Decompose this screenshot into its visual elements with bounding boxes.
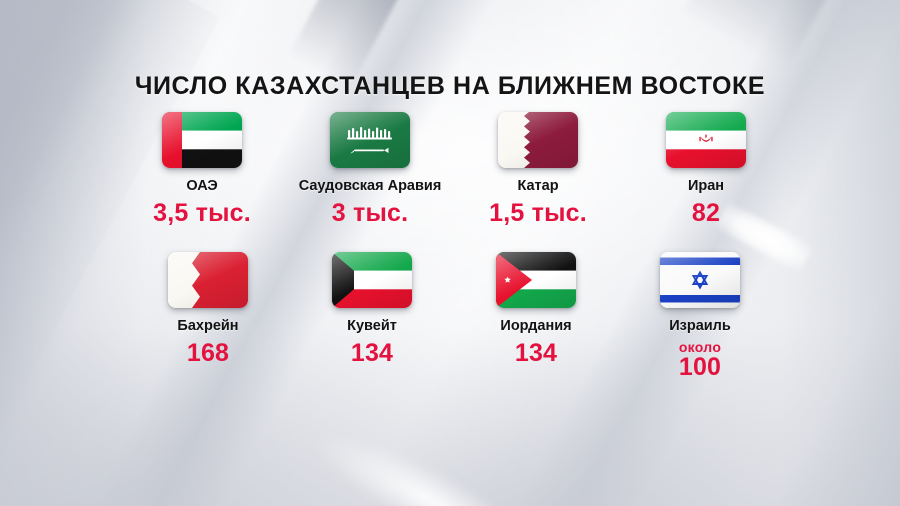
country-value: 134 bbox=[515, 340, 557, 366]
qatar-flag-icon bbox=[498, 112, 578, 168]
iran-flag-icon bbox=[666, 112, 746, 168]
country-value-number: 134 bbox=[514, 339, 558, 368]
country-grid: ОАЭ 3,5 тыс. bbox=[122, 112, 786, 380]
country-value-number: 3,5 тыс. bbox=[153, 199, 251, 227]
country-value: 82 bbox=[692, 200, 720, 226]
country-name: Бахрейн bbox=[177, 318, 239, 335]
country-value: 168 bbox=[187, 340, 229, 366]
country-value: 1,5 тыс. bbox=[489, 200, 587, 226]
country-card-jordan: Иордания 134 bbox=[456, 252, 616, 380]
kuwait-flag-icon bbox=[332, 252, 412, 309]
country-card-iran: Иран 82 bbox=[626, 112, 786, 226]
country-value-number: 82 bbox=[691, 199, 721, 227]
country-card-qatar: Катар 1,5 тыс. bbox=[458, 112, 618, 226]
country-row-2: Бахрейн 168 bbox=[122, 252, 786, 380]
country-row-1: ОАЭ 3,5 тыс. bbox=[122, 112, 786, 226]
country-name: Саудовская Аравия bbox=[298, 178, 442, 194]
country-value-number: 168 bbox=[186, 339, 230, 368]
country-card-uae: ОАЭ 3,5 тыс. bbox=[122, 112, 282, 226]
country-value-number: 3 тыс. bbox=[331, 199, 409, 227]
country-name: Израиль bbox=[669, 318, 731, 335]
country-card-saudi-arabia: Саудовская Аравия 3 тыс. bbox=[290, 112, 450, 226]
country-card-kuwait: Кувейт 134 bbox=[292, 252, 452, 380]
israel-flag-icon bbox=[660, 252, 740, 309]
country-name: Кувейт bbox=[347, 318, 397, 335]
country-name: Катар bbox=[517, 178, 559, 194]
country-name: ОАЭ bbox=[186, 178, 218, 194]
country-name: Иран bbox=[687, 178, 725, 194]
country-card-bahrain: Бахрейн 168 bbox=[128, 252, 288, 380]
country-value-number: 1,5 тыс. bbox=[489, 199, 587, 227]
saudi-arabia-flag-icon bbox=[330, 112, 410, 168]
country-value-approx-label: около bbox=[678, 339, 722, 356]
country-value: 3 тыс. bbox=[332, 200, 409, 226]
country-value: 3,5 тыс. bbox=[153, 200, 251, 226]
country-value-number: 100 bbox=[678, 352, 722, 381]
country-card-israel: Израиль около 100 bbox=[620, 252, 780, 380]
country-name: Иордания bbox=[500, 318, 572, 335]
uae-flag-icon bbox=[162, 112, 242, 168]
page-title: ЧИСЛО КАЗАХСТАНЦЕВ НА БЛИЖНЕМ ВОСТОКЕ bbox=[134, 72, 766, 100]
country-value-number: 134 bbox=[350, 339, 394, 368]
country-value: 134 bbox=[351, 340, 393, 366]
country-value: около 100 bbox=[679, 340, 721, 380]
bahrain-flag-icon bbox=[168, 252, 248, 309]
jordan-flag-icon bbox=[496, 252, 576, 309]
